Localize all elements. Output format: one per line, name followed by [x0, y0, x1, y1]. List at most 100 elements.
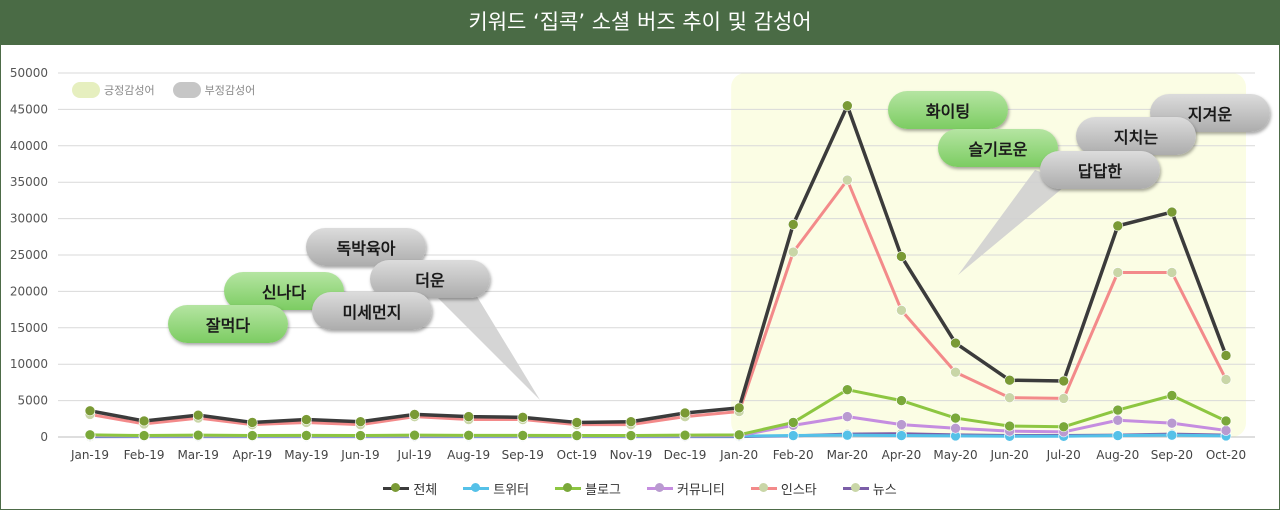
legend-label: 트위터: [493, 482, 530, 498]
data-point: [1058, 375, 1070, 387]
legend-swatch: [750, 483, 777, 493]
data-point: [842, 384, 853, 395]
bubble-negative: 답답한: [1040, 151, 1160, 189]
legend-item: 트위터: [463, 476, 529, 500]
legend-label: 뉴스: [872, 482, 897, 498]
legend-label: 커뮤니티: [677, 482, 725, 498]
x-tick-label: May-19: [284, 448, 328, 462]
data-point: [679, 407, 691, 419]
x-tick-label: Oct-20: [1206, 448, 1246, 462]
data-point: [84, 429, 96, 441]
x-tick-label: Aug-19: [447, 448, 490, 462]
data-point: [896, 419, 907, 430]
x-tick-label: Feb-19: [124, 448, 165, 462]
legend-swatch: [555, 483, 582, 493]
x-tick-label: Jun-20: [989, 448, 1028, 462]
data-point: [301, 414, 312, 425]
x-tick-label: Jan-19: [70, 448, 109, 462]
x-tick-label: Mar-19: [177, 448, 218, 462]
data-point: [1112, 430, 1124, 441]
legend-swatch: [463, 483, 490, 493]
data-point: [787, 246, 799, 258]
sentiment-legend-positive: 긍정감성어: [72, 82, 155, 98]
series-line-2: [89, 388, 1227, 438]
data-point: [409, 409, 420, 420]
data-point: [842, 174, 853, 186]
data-point: [787, 417, 799, 428]
y-tick-label: 45000: [10, 102, 48, 116]
data-point: [517, 412, 529, 423]
y-tick-label: 0: [40, 430, 48, 444]
data-point: [842, 429, 853, 441]
series-line-0: [89, 104, 1228, 425]
x-tick-label: Apr-19: [232, 448, 272, 462]
x-tick-label: Sep-20: [1151, 448, 1193, 462]
data-point: [896, 430, 907, 441]
data-point: [950, 412, 961, 424]
data-point: [733, 429, 745, 441]
data-point: [246, 417, 258, 428]
negative-legend-label: 부정감성어: [204, 84, 256, 97]
data-point: [355, 430, 366, 441]
negative-swatch: [172, 82, 201, 98]
data-point: [950, 422, 961, 434]
data-point: [246, 430, 258, 441]
y-tick-label: 30000: [10, 212, 48, 226]
data-point: [1166, 429, 1178, 441]
series-line-4: [89, 178, 1228, 427]
y-tick-label: 10000: [10, 357, 48, 371]
x-tick-label: Jul-19: [397, 448, 432, 462]
bubble-positive: 슬기로운: [938, 129, 1058, 167]
data-point: [896, 305, 907, 316]
data-point: [1004, 392, 1015, 403]
y-tick-label: 35000: [10, 175, 48, 189]
data-point: [1112, 220, 1124, 232]
legend-label: 블로그: [585, 482, 622, 498]
positive-legend-label: 긍정감성어: [104, 84, 155, 97]
x-tick-label: Feb-20: [773, 448, 814, 462]
data-point: [355, 416, 366, 428]
data-point: [138, 415, 150, 427]
data-point: [192, 409, 204, 421]
bubble-positive: 화이팅: [888, 91, 1008, 129]
data-point: [1166, 267, 1178, 278]
data-point: [1112, 404, 1124, 416]
bubble-negative: 더운: [370, 260, 490, 298]
data-point: [1112, 414, 1124, 426]
legend-item: 뉴스: [842, 476, 897, 500]
data-point: [1004, 374, 1015, 386]
chart-title: 키워드 ‘집콕’ 소셜 버즈 추이 및 감성어: [0, 0, 1280, 45]
legend-swatch: [842, 483, 869, 493]
data-point: [733, 402, 745, 414]
data-point: [787, 219, 799, 230]
callout-pointer: [958, 170, 1070, 275]
data-point: [625, 430, 637, 441]
legend-label: 인스타: [780, 482, 817, 498]
x-tick-label: Jan-20: [719, 448, 758, 462]
data-point: [517, 430, 529, 441]
legend-swatch: [647, 483, 674, 493]
x-tick-label: Dec-19: [664, 448, 707, 462]
x-tick-label: Mar-20: [827, 448, 868, 462]
data-point: [1220, 350, 1232, 361]
legend-label: 전체: [413, 482, 438, 498]
data-point: [571, 430, 583, 441]
data-point: [571, 417, 583, 428]
data-point: [1112, 267, 1124, 278]
data-point: [463, 430, 474, 441]
legend-item: 커뮤니티: [647, 476, 725, 500]
data-point: [1166, 206, 1178, 218]
data-point: [1220, 374, 1232, 385]
x-tick-label: Jul-20: [1046, 448, 1081, 462]
sentiment-legend: 긍정감성어 부정감성어: [72, 82, 255, 98]
data-point: [1220, 425, 1232, 436]
data-point: [84, 405, 96, 417]
data-point: [409, 429, 420, 441]
data-point: [625, 416, 637, 428]
legend-item: 블로그: [555, 476, 621, 500]
data-point: [1004, 420, 1015, 432]
bubble-negative: 미세먼지: [312, 292, 432, 330]
data-point: [138, 430, 150, 441]
data-point: [1058, 393, 1070, 404]
